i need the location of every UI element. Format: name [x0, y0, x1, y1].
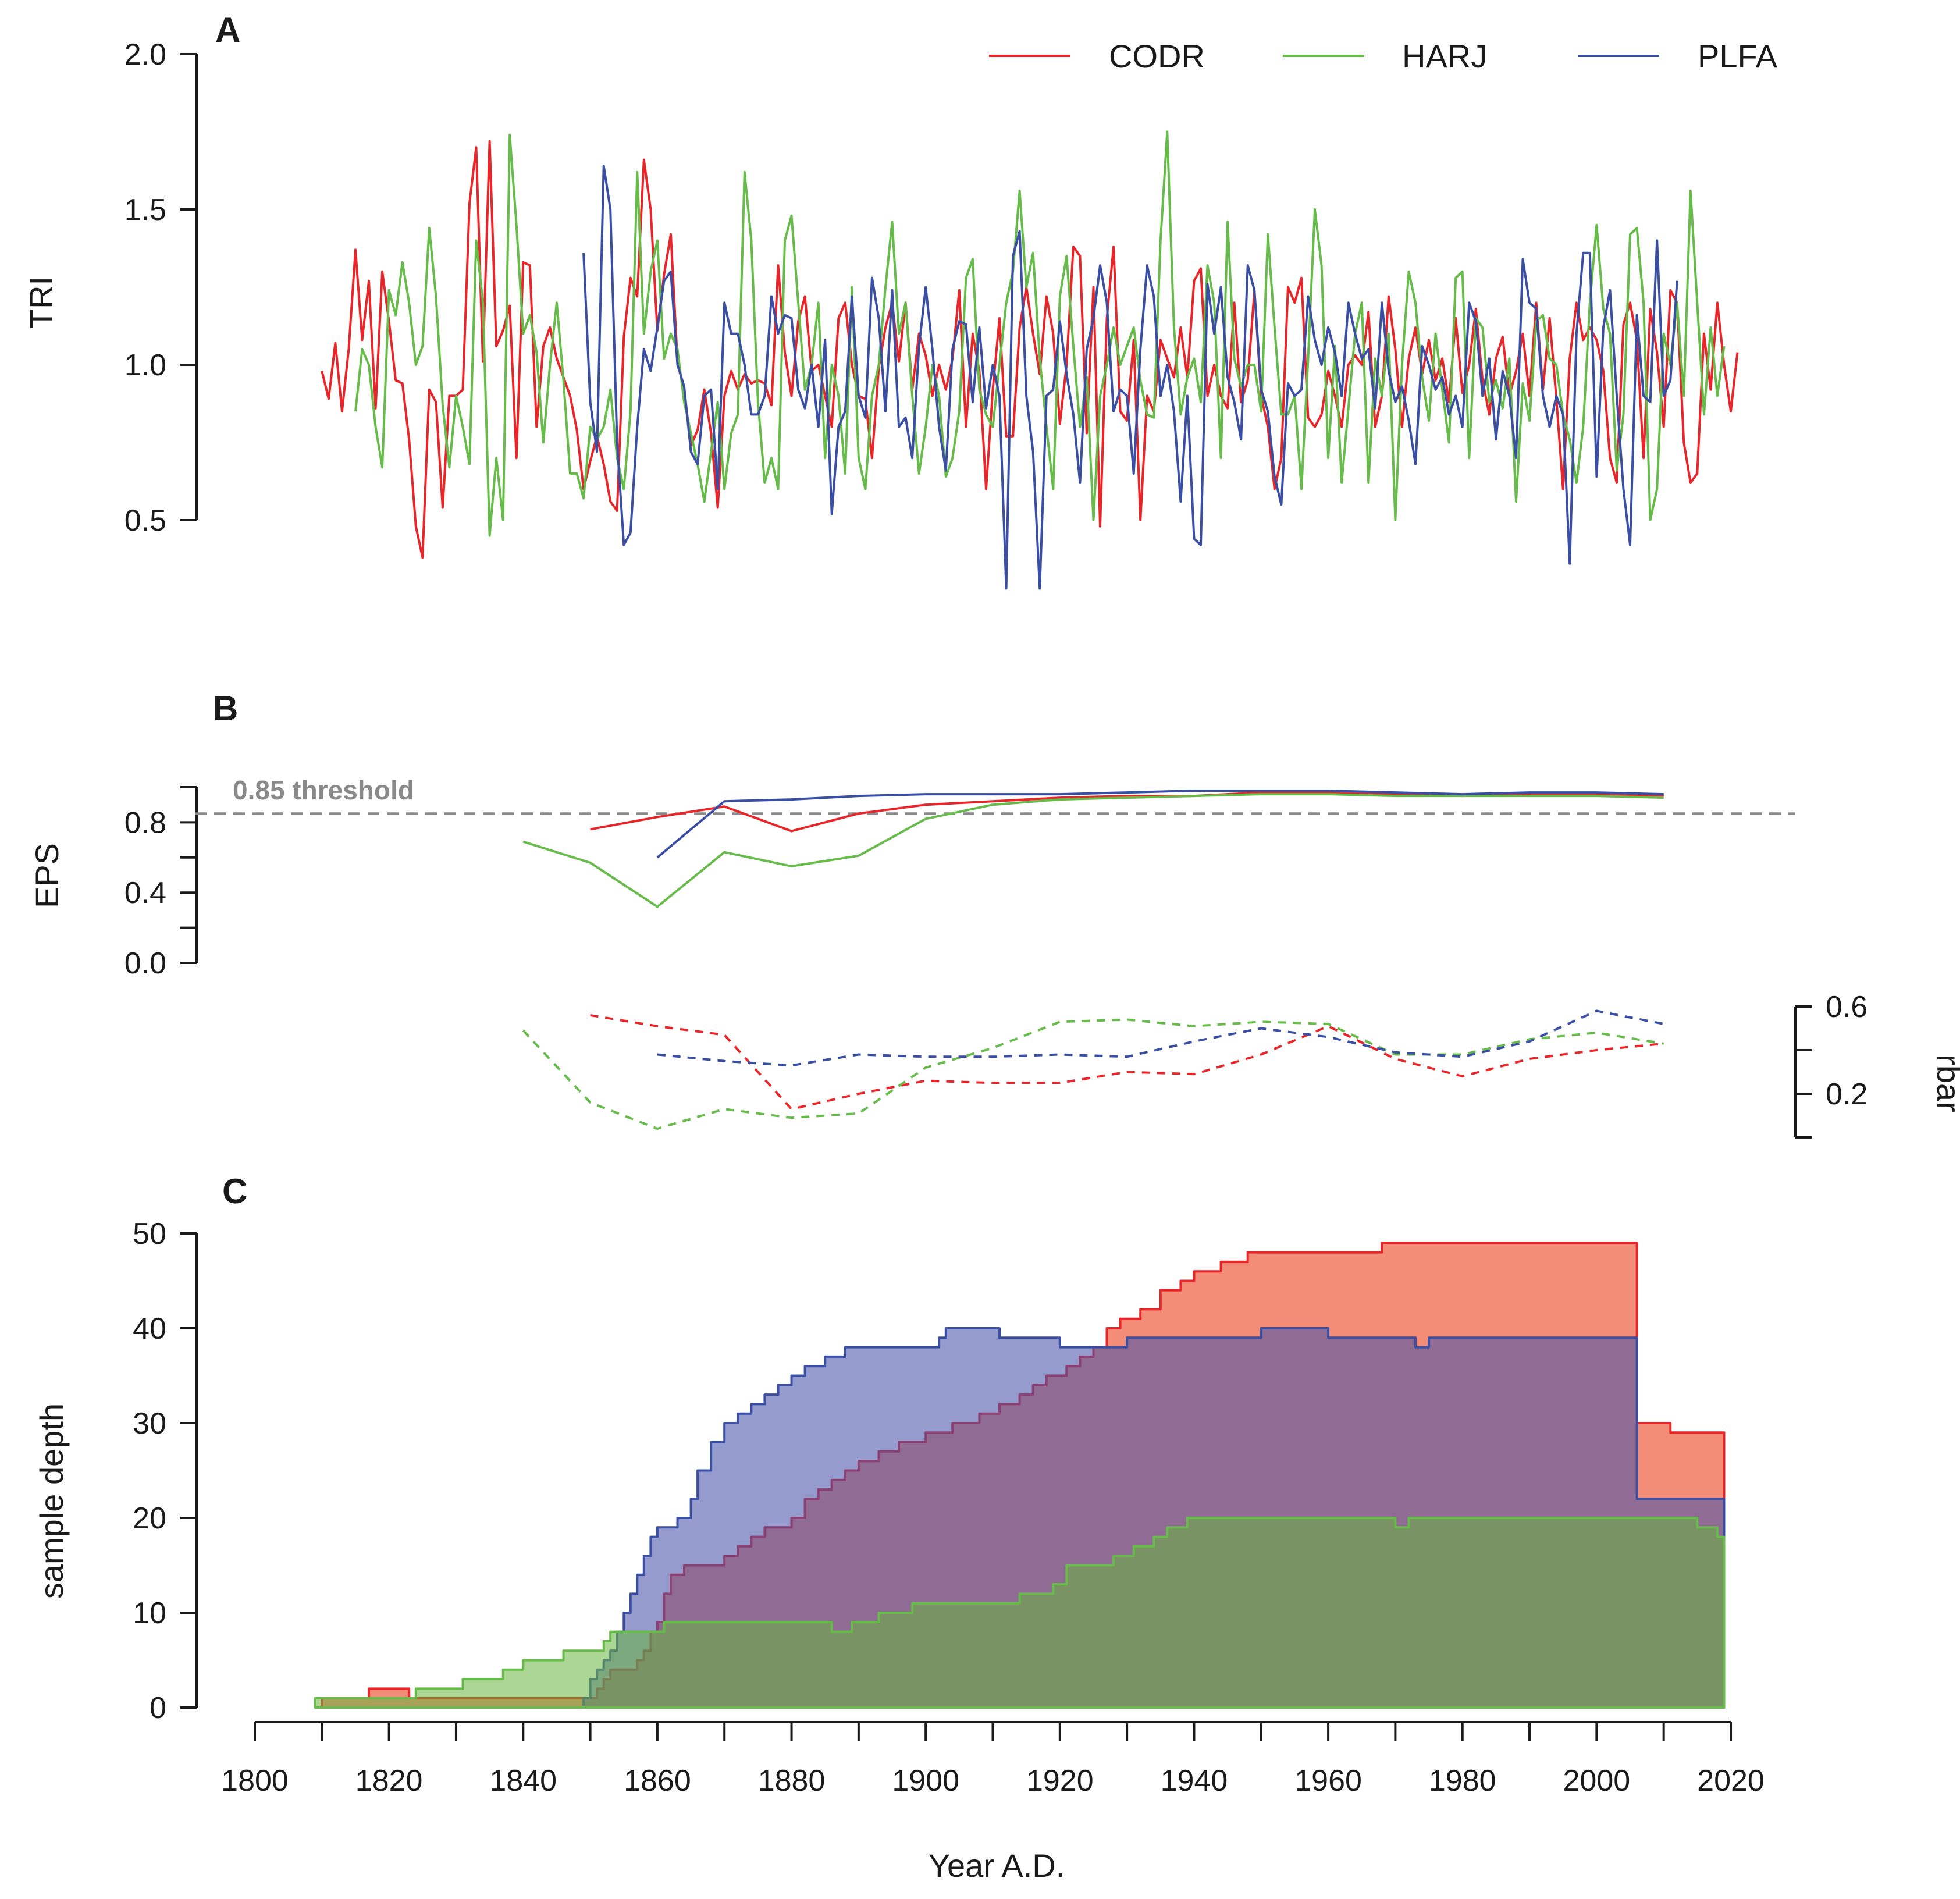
panel-c-y-axis: 0 10 20 30 40 50 — [133, 1217, 198, 1725]
panel-c-y-tick-label: 30 — [133, 1407, 166, 1441]
panel-b-rbar-tick-label: 0.6 — [1826, 990, 1867, 1024]
rbar-line-harj — [522, 1018, 1664, 1130]
tri-line-codr — [321, 140, 1739, 559]
panel-b-eps-lines — [522, 790, 1664, 908]
panel-a-tri-chart: 0.5 1.0 1.5 2.0 TRI CODR HARJ PLFA — [23, 38, 1778, 590]
panel-b-rbar-lines — [522, 1009, 1664, 1130]
tri-line-harj — [354, 130, 1726, 537]
panel-a-y-tick-label: 0.5 — [124, 504, 166, 538]
x-axis-tick-label: 1940 — [1161, 1764, 1228, 1798]
rbar-line-plfa — [657, 1009, 1664, 1067]
panel-c-y-tick-label: 40 — [133, 1312, 166, 1346]
x-axis-tick-label: 1900 — [892, 1764, 959, 1798]
panel-letter-a: A — [215, 10, 240, 49]
panel-b-rbar-y-axis: 0.2 0.6 — [1794, 990, 1867, 1139]
panel-c-y-tick-label: 20 — [133, 1502, 166, 1535]
panel-a-y-tick-label: 1.5 — [124, 193, 166, 227]
panel-b-eps-tick-label: 0.4 — [124, 876, 166, 910]
panel-b-eps-axis-title: EPS — [29, 843, 65, 908]
panel-c-sample-depth-areas — [314, 1242, 1726, 1709]
legend-label-codr: CODR — [1109, 38, 1205, 74]
x-axis-title: Year A.D. — [929, 1847, 1065, 1884]
x-axis-tick-label: 1920 — [1026, 1764, 1094, 1798]
x-axis-tick-label: 1800 — [221, 1764, 289, 1798]
panel-c-y-tick-label: 50 — [133, 1217, 166, 1251]
panel-b-rbar-axis-title: rbar — [1930, 1054, 1960, 1112]
panel-b-eps-y-axis: 0.0 0.4 0.8 — [124, 786, 198, 980]
x-axis-tick-label: 1960 — [1294, 1764, 1362, 1798]
legend-label-plfa: PLFA — [1698, 38, 1778, 74]
x-axis-tick-label: 2020 — [1697, 1764, 1765, 1798]
panel-b-eps-tick-label: 0.0 — [124, 947, 166, 980]
panel-a-y-tick-label: 2.0 — [124, 38, 166, 72]
panel-b-rbar-tick-label: 0.2 — [1826, 1077, 1867, 1111]
x-axis-tick-label: 1840 — [489, 1764, 557, 1798]
eps-line-plfa — [656, 790, 1664, 859]
panel-a-y-tick-label: 1.0 — [124, 348, 166, 382]
panel-a-y-axis: 0.5 1.0 1.5 2.0 — [124, 38, 198, 538]
rbar-line-codr — [590, 1014, 1664, 1111]
panel-c-y-tick-label: 0 — [150, 1691, 166, 1725]
eps-threshold-label: 0.85 threshold — [233, 775, 414, 805]
legend-label-harj: HARJ — [1402, 38, 1487, 74]
x-axis-tick-label: 1980 — [1429, 1764, 1496, 1798]
panel-letter-c: C — [222, 1172, 247, 1211]
x-axis-tick-label: 1860 — [624, 1764, 691, 1798]
x-axis: 1800 1820 1840 1860 1880 1900 1920 1940 1960 1980… — [221, 1721, 1765, 1798]
sample-depth-area-harj — [314, 1517, 1726, 1709]
eps-line-harj — [522, 793, 1664, 908]
x-axis-tick-label: 1820 — [355, 1764, 423, 1798]
tri-line-plfa — [582, 165, 1678, 590]
legend: CODR HARJ PLFA — [989, 38, 1778, 74]
x-axis-tick-label: 1880 — [758, 1764, 826, 1798]
panel-letter-b: B — [213, 689, 238, 728]
panel-c-y-axis-title: sample depth — [33, 1403, 70, 1599]
panel-b-eps-tick-label: 0.8 — [124, 806, 166, 840]
panel-c-sample-depth-chart: 0 10 20 30 40 50 1800 1820 1840 1860 1880 1900 1920… — [33, 1217, 1765, 1884]
panel-c-y-tick-label: 10 — [133, 1596, 166, 1630]
panel-a-y-axis-title: TRI — [23, 276, 59, 329]
x-axis-tick-label: 2000 — [1563, 1764, 1631, 1798]
panel-a-series-lines — [321, 130, 1739, 590]
panel-b-eps-rbar-chart: 0.0 0.4 0.8 EPS 0.2 0.6 rbar 0.85 threshold — [29, 775, 1960, 1139]
